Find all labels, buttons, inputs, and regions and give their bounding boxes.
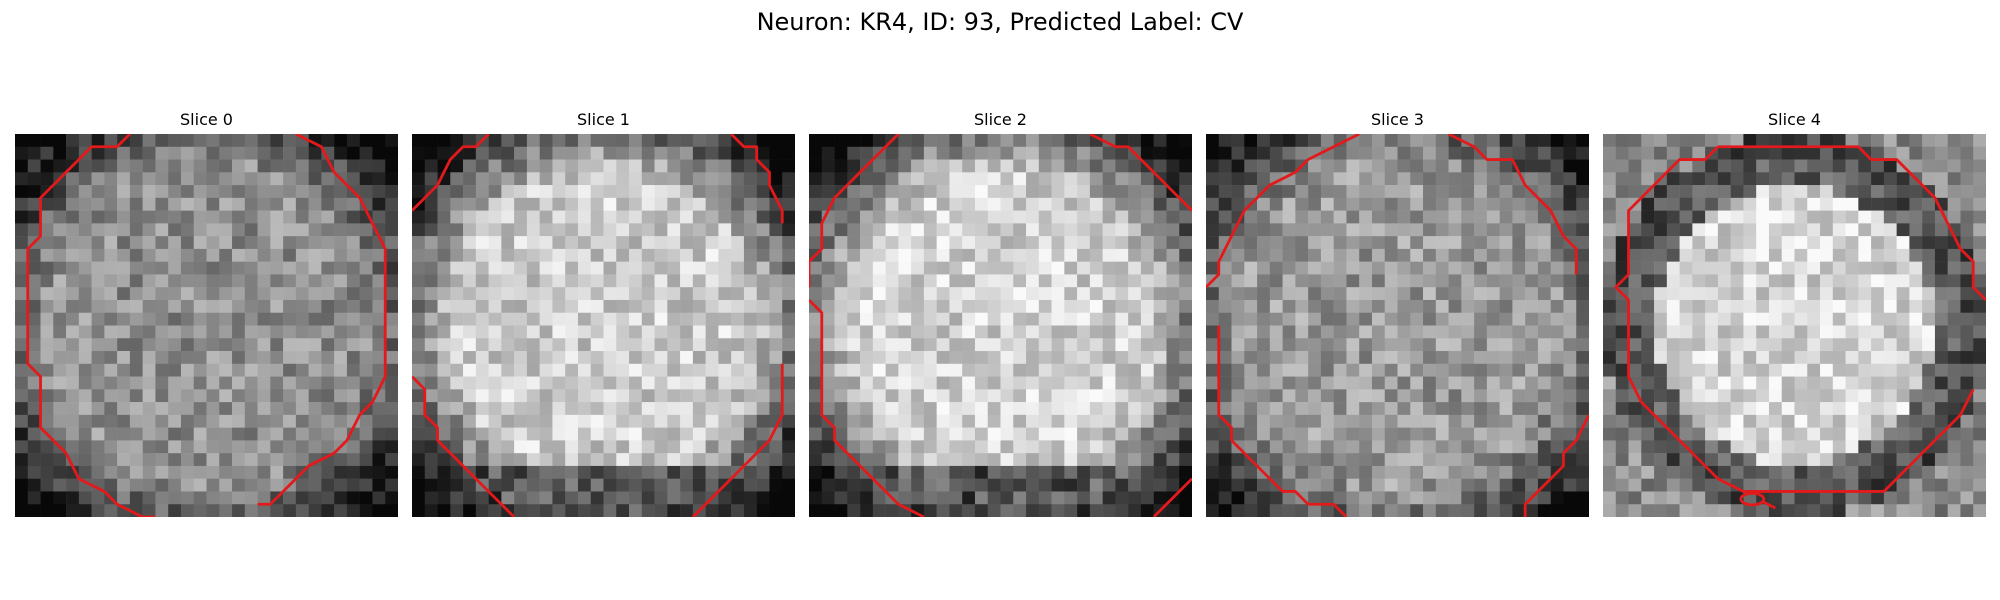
cell-contour [1089,134,1192,212]
cell-contour [26,134,156,517]
cell-contour [1761,500,1776,510]
cell-contour [1523,414,1589,517]
cell-contour [809,298,925,517]
slice-panel-1: Slice 1 [412,108,795,517]
cell-contour [809,134,900,288]
cell-contour [257,134,387,506]
slice-image [15,134,398,517]
slice-image [809,134,1192,517]
cell-contour [1447,134,1578,275]
slice-panel-2: Slice 2 [809,108,1192,517]
slice-image [1206,134,1589,517]
slice-title: Slice 3 [1371,110,1424,129]
cell-contour [1717,145,1986,301]
pixel-grid [809,134,1192,517]
figure-title: Neuron: KR4, ID: 93, Predicted Label: CV [756,8,1244,36]
cell-contour [412,375,516,517]
cell-contour [1614,145,1975,493]
slice-title: Slice 4 [1768,110,1821,129]
slice-title: Slice 2 [974,110,1027,129]
slice-image [1603,134,1986,517]
pixel-grid [412,134,795,517]
slice-panel-4: Slice 4 [1603,108,1986,517]
cell-contour [730,134,784,224]
pixel-grid [1603,134,1986,517]
cell-contour [1217,325,1348,517]
cell-contour [1206,134,1360,289]
cell-contour [412,134,490,212]
slice-image [412,134,795,517]
slice-panel-0: Slice 0 [15,108,398,517]
pixel-grid [15,134,398,517]
cell-contour [1739,491,1766,507]
cell-contour [1152,477,1192,517]
slice-panel-3: Slice 3 [1206,108,1589,517]
slice-title: Slice 1 [577,110,630,129]
slice-title: Slice 0 [180,110,233,129]
cell-contour [691,363,784,517]
